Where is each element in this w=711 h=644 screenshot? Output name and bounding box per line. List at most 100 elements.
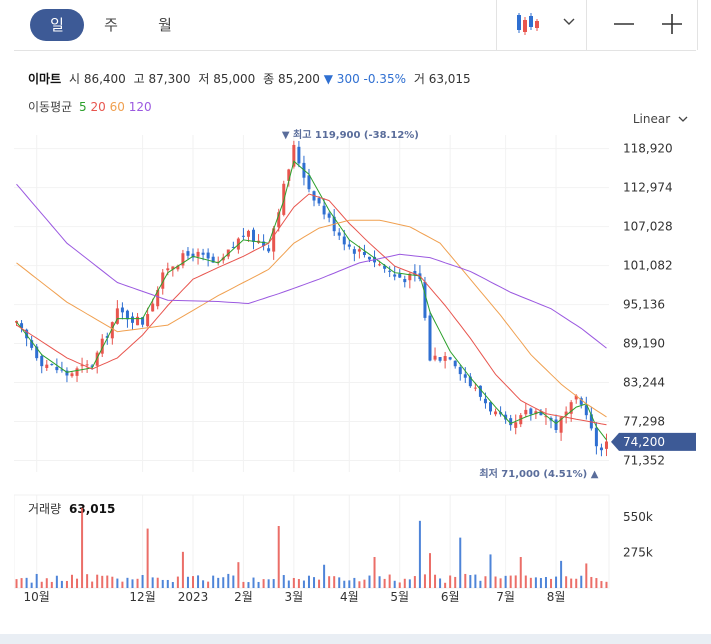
- chevron-down-icon[interactable]: [563, 18, 575, 26]
- price-tick-label: 95,136: [623, 298, 665, 312]
- candle: [171, 266, 175, 270]
- volume-bar: [146, 528, 149, 588]
- candle: [75, 368, 79, 376]
- x-tick-label: 4월: [340, 590, 359, 604]
- bottom-scroll-strip: [0, 634, 711, 644]
- volume-bar: [252, 577, 255, 588]
- candle: [110, 322, 114, 339]
- volume-bar: [398, 582, 401, 588]
- scale-label: Linear: [632, 112, 671, 126]
- current-price-label: 74,200: [623, 435, 665, 449]
- volume-bar: [459, 537, 462, 588]
- volume-bar: [181, 551, 184, 588]
- x-tick-label: 12월: [129, 590, 155, 604]
- volume-bar: [171, 582, 174, 588]
- volume-bar: [257, 581, 260, 588]
- volume-bar: [232, 575, 235, 588]
- candle: [50, 364, 54, 366]
- volume-bar: [489, 554, 492, 588]
- volume-bar: [514, 575, 517, 588]
- volume-bar: [267, 579, 270, 588]
- tab-daily[interactable]: 일: [30, 9, 84, 41]
- volume-bar: [544, 577, 547, 588]
- candle: [216, 261, 220, 263]
- volume-bar: [363, 579, 366, 588]
- volume-bar: [111, 576, 114, 588]
- candle: [130, 316, 134, 323]
- candle: [20, 323, 24, 329]
- volume-bar: [413, 576, 416, 588]
- scale-selector[interactable]: Linear: [632, 112, 688, 126]
- tab-monthly[interactable]: 월: [158, 16, 172, 34]
- volume-bar: [116, 578, 119, 588]
- candle: [438, 357, 442, 361]
- candle: [206, 252, 210, 259]
- volume-bar: [156, 577, 159, 588]
- candle: [100, 338, 104, 354]
- candle: [317, 198, 321, 204]
- volume-bar: [368, 575, 371, 588]
- open-value: 86,400: [83, 72, 126, 86]
- volume-bar: [439, 578, 442, 588]
- candle: [45, 364, 49, 368]
- candle: [347, 244, 351, 247]
- volume-bar: [297, 579, 300, 588]
- candle: [357, 249, 361, 252]
- candle: [90, 365, 94, 367]
- candle: [489, 402, 493, 412]
- x-tick-label: 6월: [441, 590, 460, 604]
- candle: [393, 274, 397, 277]
- candle: [55, 366, 59, 371]
- candle: [367, 256, 371, 260]
- change-value: ▼ 300 -0.35%: [323, 72, 406, 86]
- candle: [594, 427, 598, 447]
- price-tick-label: 77,298: [623, 415, 665, 429]
- candle: [388, 270, 392, 272]
- candle: [362, 251, 366, 255]
- volume-bar: [247, 582, 250, 588]
- price-tick-label: 89,190: [623, 337, 665, 351]
- volume-bar: [605, 581, 608, 588]
- minus-icon[interactable]: [613, 13, 635, 35]
- volume-pane: [14, 494, 610, 589]
- candle: [398, 273, 402, 278]
- plus-icon[interactable]: [661, 13, 683, 35]
- volume-bar: [302, 580, 305, 588]
- candle: [30, 340, 34, 348]
- moving-average-legend[interactable]: 이동평균 5 20 60 120: [28, 98, 152, 115]
- candle: [327, 213, 331, 218]
- volume-bar: [237, 562, 240, 588]
- candle: [231, 246, 235, 248]
- candle: [166, 268, 170, 271]
- candle: [453, 360, 457, 367]
- volume-bar: [287, 580, 290, 588]
- candle: [383, 265, 387, 269]
- candle: [40, 355, 44, 367]
- chart-type-selector[interactable]: [496, 0, 586, 50]
- x-tick-label: 10월: [24, 590, 50, 604]
- volume-bar: [186, 576, 189, 588]
- candlestick-chart[interactable]: 118,920 112,974 107,028 101,082 95,136 89,190…: [14, 0, 696, 634]
- volume-bar: [131, 579, 134, 588]
- volume-bar: [217, 577, 220, 588]
- candle: [287, 169, 291, 181]
- candle: [267, 248, 271, 252]
- volume-bar: [565, 576, 568, 588]
- candle: [252, 229, 256, 242]
- volume-bar: [383, 578, 386, 588]
- price-tick-label: 101,082: [623, 259, 673, 273]
- volume-bar: [76, 578, 79, 588]
- volume-bar: [262, 579, 265, 588]
- volume-bar: [373, 557, 376, 588]
- candle: [186, 251, 190, 256]
- volume-bar: [101, 575, 104, 588]
- candle: [589, 414, 593, 429]
- tab-weekly[interactable]: 주: [104, 16, 118, 34]
- candle: [514, 422, 518, 428]
- stock-name: 이마트: [28, 72, 62, 86]
- candle: [554, 419, 558, 431]
- volume-bar: [534, 577, 537, 588]
- volume-bar: [550, 578, 553, 588]
- volume-bar: [126, 577, 129, 588]
- candle: [337, 232, 341, 236]
